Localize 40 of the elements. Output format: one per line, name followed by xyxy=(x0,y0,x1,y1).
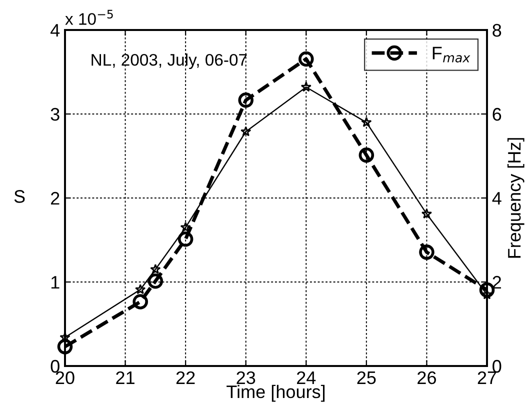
point xyxy=(240,126,252,136)
y-tick-label: 0 xyxy=(50,360,60,373)
point xyxy=(238,92,254,108)
x-tick-label: 27 xyxy=(478,371,496,384)
x-tick-label: 26 xyxy=(418,371,436,384)
y-tick-label: 1 xyxy=(51,276,60,289)
y2-tick-label: 2 xyxy=(492,276,501,289)
x-tick-label: 23 xyxy=(236,371,256,384)
point xyxy=(419,244,434,260)
y2-tick-label: 4 xyxy=(492,192,502,205)
point xyxy=(479,282,495,298)
x-tick-label: 22 xyxy=(176,371,195,384)
point xyxy=(180,222,191,232)
y2-axis-title: Frequency [Hz] xyxy=(507,138,524,258)
text: x 10$^{−5}$ xyxy=(65,10,113,25)
x-tick-label: 25 xyxy=(357,371,376,384)
y-axis-title: S xyxy=(14,190,25,203)
point xyxy=(148,274,164,289)
y2-tick-label: 6 xyxy=(492,108,502,121)
x-axis-title: Time [hours] xyxy=(226,384,325,402)
point xyxy=(300,82,312,92)
point xyxy=(421,208,432,219)
legend-label: F$_{max}$ xyxy=(432,46,470,62)
point xyxy=(361,116,372,128)
point xyxy=(132,294,148,310)
y-tick-label: 3 xyxy=(50,108,60,121)
x-tick-label: 24 xyxy=(297,371,316,384)
point xyxy=(135,284,146,294)
y-tick-label: 2 xyxy=(51,192,60,205)
x-tick-label: 20 xyxy=(56,371,74,384)
y-tick-label: 4 xyxy=(50,24,60,37)
point xyxy=(358,148,374,163)
x-tick-label: 21 xyxy=(116,371,134,384)
y2-tick-label: 8 xyxy=(492,24,502,37)
point xyxy=(57,339,73,354)
annotation: NL, 2003, July, 06-07 xyxy=(92,54,247,70)
y2-tick-label: 0 xyxy=(492,360,502,373)
point xyxy=(178,232,194,247)
point xyxy=(298,51,314,67)
point xyxy=(150,264,161,274)
